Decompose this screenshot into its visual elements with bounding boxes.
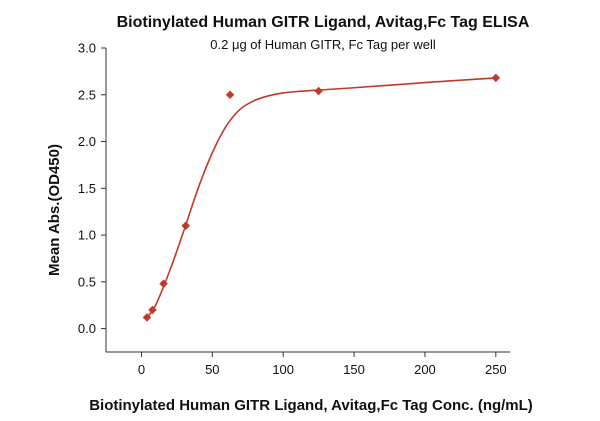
data-point [181,221,191,231]
x-tick-label: 50 [205,362,219,377]
y-tick-label: 3.0 [78,41,96,56]
data-point [225,90,235,100]
axes [105,48,510,353]
data-points [142,73,501,322]
data-point [491,73,501,83]
y-tick-label: 2.5 [78,87,96,102]
y-tick-label: 1.5 [78,181,96,196]
y-tick-label: 2.0 [78,134,96,149]
x-axis-label: Biotinylated Human GITR Ligand, Avitag,F… [89,397,533,414]
x-tick-label: 250 [485,362,507,377]
y-axis-label: Mean Abs.(OD450) [46,144,63,276]
y-tick-label: 1.0 [78,228,96,243]
chart-title: Biotinylated Human GITR Ligand, Avitag,F… [117,14,530,31]
x-tick-label: 150 [343,362,365,377]
data-point [159,279,168,289]
chart-subtitle: 0.2 μg of Human GITR, Fc Tag per well [210,37,436,52]
x-tick-label: 0 [138,362,145,377]
fit-curve [146,77,496,318]
y-tick-label: 0.5 [78,274,96,289]
x-tick-label: 200 [414,362,436,377]
axis-ticks: 0 50 100 150 200 250 0.0 0.5 1.0 1.5 2.0 2.5 3.0 [78,41,507,378]
data-point [148,305,157,315]
data-point [314,86,323,96]
x-tick-label: 100 [272,362,294,377]
data-point [142,313,152,322]
y-tick-label: 0.0 [78,321,96,336]
